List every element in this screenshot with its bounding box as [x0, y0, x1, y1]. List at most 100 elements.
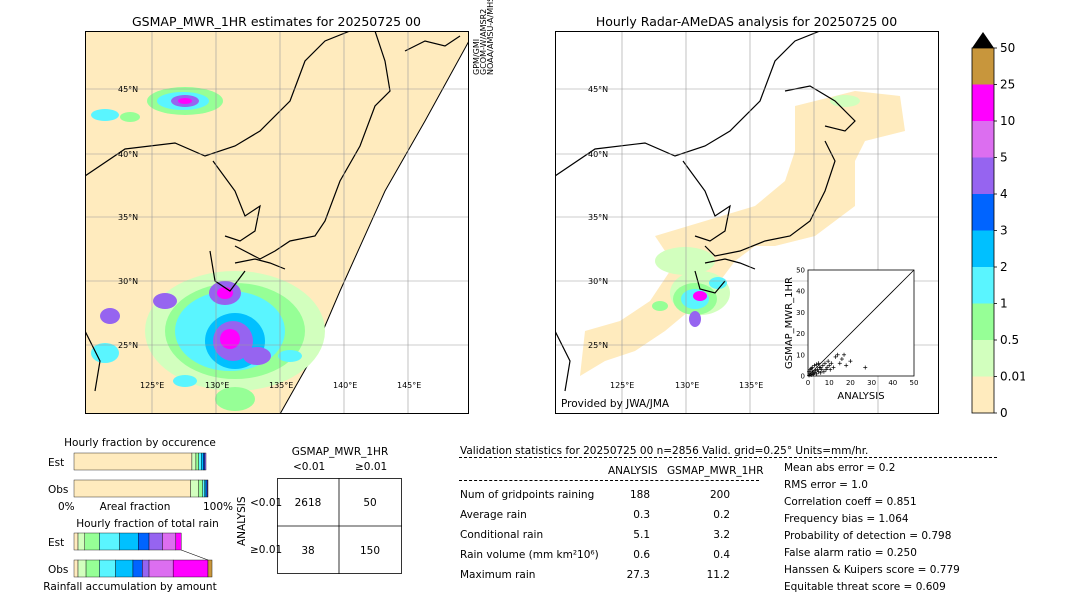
contingency-grid: 2618 50 38 150: [277, 478, 402, 574]
right-lat-label: 30°N: [588, 277, 608, 286]
fraction-segment: [162, 532, 177, 551]
fraction-segment: [190, 479, 199, 498]
colorbar-label: 25: [1000, 78, 1015, 92]
right-map-title: Hourly Radar-AMeDAS analysis for 2025072…: [595, 14, 898, 29]
fraction-segment: [73, 479, 191, 498]
scatter-point: [842, 352, 847, 357]
scatter-point: [815, 367, 820, 372]
fraction-segment: [207, 479, 209, 498]
scatter-point: [814, 371, 819, 376]
fraction-segment: [204, 452, 207, 471]
colorbar-cell: [972, 376, 994, 413]
validation-col-analysis: ANALYSIS: [608, 465, 658, 477]
colorbar-label: 50: [1000, 41, 1015, 55]
fraction-segment: [132, 559, 143, 578]
fraction-segment: [191, 452, 197, 471]
colorbar-label: 0.01: [1000, 370, 1025, 384]
left-lat-label: 40°N: [118, 150, 138, 159]
scatter-point: [816, 369, 821, 374]
validation-score: Hanssen & Kuipers score = 0.779: [784, 564, 960, 576]
scatter-point: [844, 363, 849, 368]
validation-gsmap-value: 0.4: [713, 549, 730, 561]
scatter-point: [837, 361, 842, 366]
validation-score: Probability of detection = 0.798: [784, 530, 952, 542]
scatter-point: [814, 362, 819, 367]
total-rain-chart: Est Obs Rainfall accumulation by amount: [43, 532, 217, 593]
scatter-point: [812, 363, 817, 368]
validation-score: Mean abs error = 0.2: [784, 462, 896, 474]
scatter-point: [829, 361, 834, 366]
validation-analysis-value: 0.6: [633, 549, 650, 561]
fraction-segment: [148, 559, 174, 578]
left-lat-label: 25°N: [118, 341, 138, 350]
scatter-point: [848, 359, 853, 364]
fraction-segment: [198, 479, 203, 498]
scatter-point: [831, 365, 836, 370]
colorbar-label: 10: [1000, 114, 1015, 128]
scatter-ytick: 50: [796, 267, 805, 275]
scatter-ytick: 0: [801, 373, 805, 381]
fraction-segment: [77, 559, 87, 578]
colorbar-cell: [972, 48, 994, 85]
left-lat-label: 45°N: [118, 85, 138, 94]
scatter-ytick: 20: [796, 330, 805, 338]
scatter-point: [833, 354, 838, 359]
fraction-segment: [138, 532, 150, 551]
right-coverage: [580, 91, 905, 376]
fraction-segment: [84, 532, 100, 551]
validation-row-label: Conditional rain: [460, 529, 544, 541]
scatter-xtick: 40: [888, 379, 897, 387]
validation-divider: [459, 457, 997, 458]
right-lat-label: 35°N: [588, 213, 608, 222]
scatter-point: [821, 369, 826, 374]
fraction-segment: [115, 559, 134, 578]
fraction-segment: [73, 452, 193, 471]
fraction-segment: [202, 479, 205, 498]
validation-row-label: Num of gridpoints raining: [460, 489, 595, 501]
scatter-point: [835, 352, 840, 357]
sensor-label: NOAA/AMSU-A/MHS: [486, 0, 495, 75]
contingency-cell: 2618: [295, 497, 322, 509]
scatter-point: [816, 361, 821, 366]
fraction-connector: [181, 549, 209, 561]
validation-header: Validation statistics for 20250725 00 n=…: [460, 445, 869, 457]
fraction-segment: [77, 532, 85, 551]
colorbar-cell: [972, 303, 994, 340]
scatter-ytick: 10: [796, 351, 805, 359]
contingency-col-header: <0.01: [293, 461, 326, 473]
right-coastlines: [555, 31, 856, 392]
scatter-point: [827, 363, 832, 368]
colorbar-label: 0.5: [1000, 333, 1019, 347]
colorbar-cell: [972, 340, 994, 377]
scatter-point: [819, 367, 824, 372]
occurrence-title: Hourly fraction by occurence: [64, 437, 216, 449]
colorbar-cell: [972, 267, 994, 304]
fraction-segment: [73, 532, 79, 551]
right-lon-label: 125°E: [610, 381, 634, 390]
fraction-segment: [201, 452, 204, 471]
validation-col-divider: [459, 480, 759, 481]
scatter-point: [809, 366, 814, 371]
scatter-point: [813, 368, 818, 373]
occ-xlabel: Areal fraction: [100, 501, 171, 513]
scatter-diagonal: [807, 269, 915, 377]
scatter-ytick: 40: [796, 288, 805, 296]
rain-xlabel: Rainfall accumulation by amount: [43, 581, 216, 593]
scatter-xtick: 30: [867, 379, 876, 387]
fraction-segment: [85, 559, 100, 578]
scatter-xlabel: ANALYSIS: [837, 391, 884, 402]
validation-analysis-value: 0.3: [633, 509, 650, 521]
colorbar-cell: [972, 157, 994, 194]
validation-row-label: Rain volume (mm km²10⁶): [460, 549, 599, 561]
scatter-point: [818, 370, 823, 375]
validation-col-gsmap: GSMAP_MWR_1HR: [667, 465, 764, 477]
validation-row-label: Maximum rain: [460, 569, 536, 581]
contingency-row-header: ≥0.01: [250, 544, 283, 556]
scatter-point: [811, 372, 816, 377]
occ-cat-label: Obs: [48, 484, 68, 496]
fraction-segment: [205, 479, 208, 498]
scatter-ylabel: GSMAP_MWR_1HR: [784, 277, 795, 369]
scatter-point: [825, 365, 830, 370]
validation-analysis-value: 188: [629, 489, 650, 501]
left-lat-label: 35°N: [118, 213, 138, 222]
